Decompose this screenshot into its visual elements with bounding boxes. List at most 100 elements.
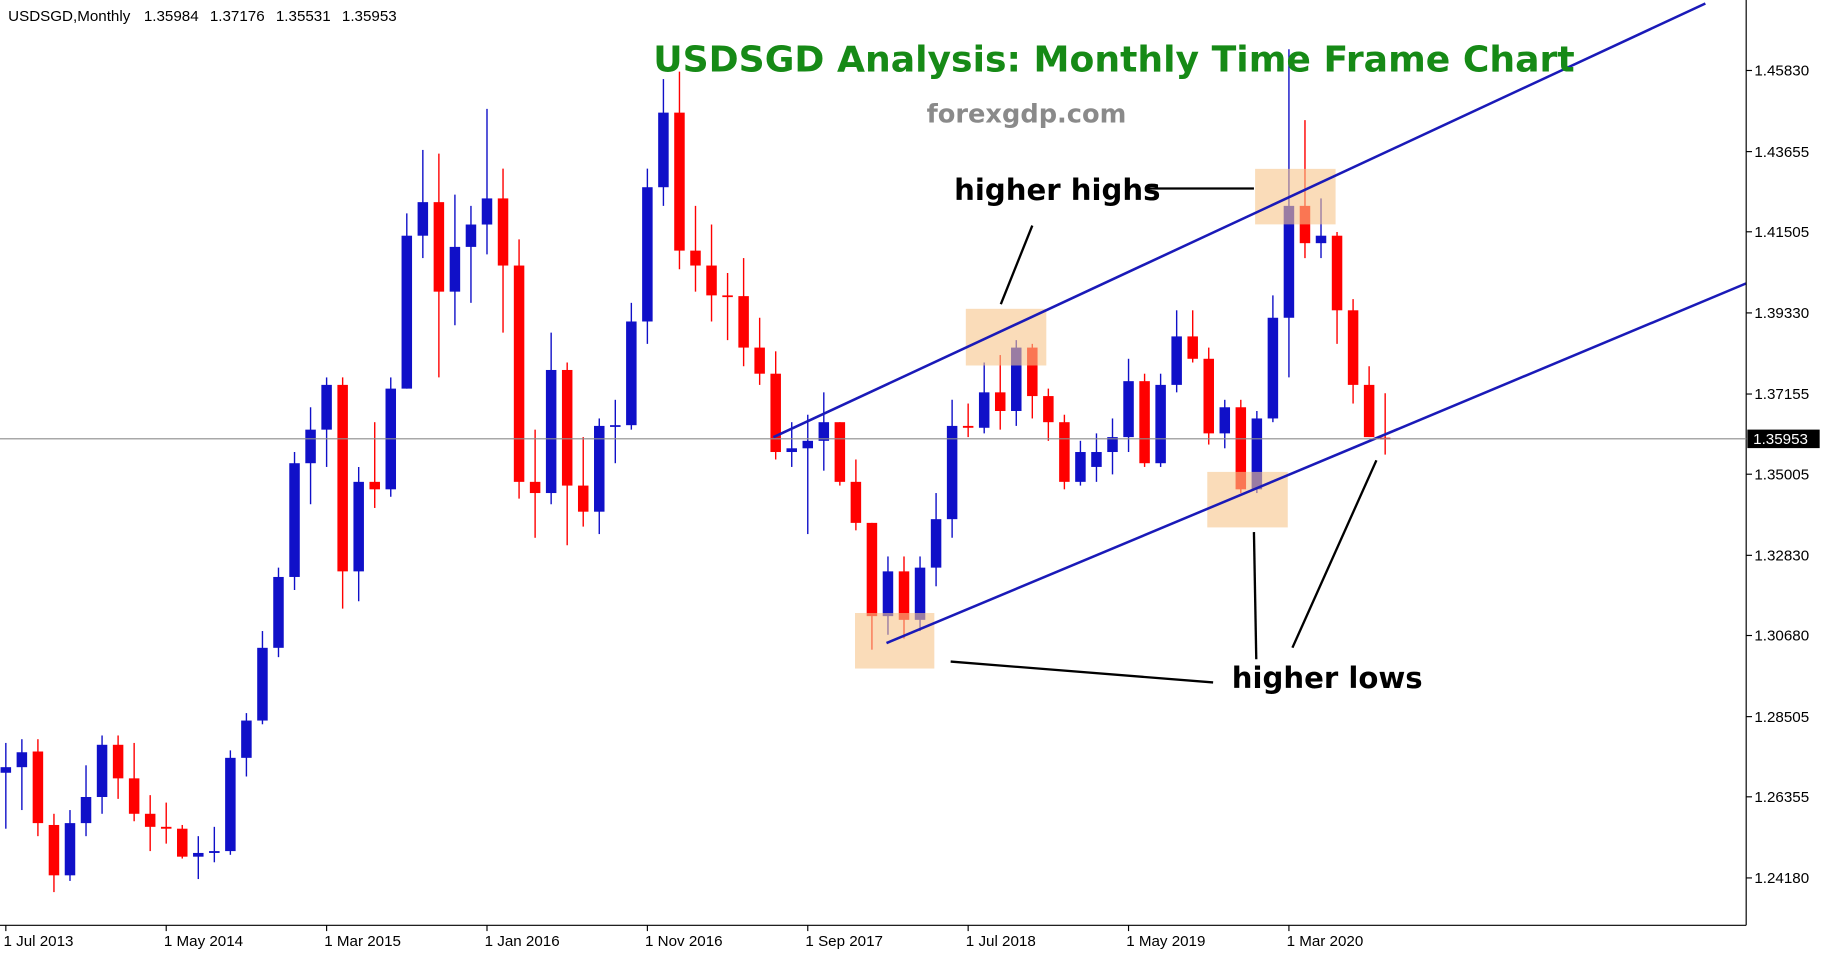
candle-body xyxy=(112,744,124,779)
candle-body xyxy=(241,720,252,758)
candle-body xyxy=(561,369,573,486)
candle-body xyxy=(417,202,429,236)
symbol: USDSGD,Monthly xyxy=(8,8,131,25)
candle-body xyxy=(1203,358,1214,434)
candle-body xyxy=(1139,381,1150,464)
candle-body xyxy=(1235,407,1247,490)
candle-body xyxy=(770,373,781,453)
annotation: higher highs xyxy=(954,173,1160,207)
highlight-box xyxy=(965,308,1047,366)
candle-body xyxy=(1283,205,1295,318)
candle-body xyxy=(465,224,477,247)
candle-body xyxy=(545,369,557,494)
highlight-box xyxy=(1255,168,1336,225)
candle-body xyxy=(1347,310,1359,385)
candle-body xyxy=(898,571,910,620)
candle-body xyxy=(658,112,669,188)
candle-body xyxy=(994,392,1006,411)
candle-body xyxy=(626,321,637,426)
y-tick-label: 1.41505 xyxy=(1754,224,1809,241)
candle-body xyxy=(722,295,733,298)
candle-body xyxy=(48,824,60,876)
candle-body xyxy=(481,198,493,225)
header-open: 1.35984 xyxy=(144,8,199,25)
candle-body xyxy=(1123,381,1134,438)
candle-body xyxy=(160,826,172,829)
candle-body xyxy=(449,246,461,292)
y-tick-label: 1.45830 xyxy=(1754,63,1809,80)
candle-body xyxy=(1187,336,1198,359)
candle-body xyxy=(594,425,605,512)
candle-body xyxy=(1251,418,1263,490)
candle-body xyxy=(850,481,862,523)
candle-body xyxy=(754,347,765,374)
candle-body xyxy=(80,797,92,824)
candle-body xyxy=(433,202,445,292)
header-low: 1.35531 xyxy=(276,8,331,25)
candle-body xyxy=(177,828,188,857)
candle-body xyxy=(882,571,894,617)
candle-body xyxy=(834,422,846,482)
candle-body xyxy=(642,187,653,322)
candle-body xyxy=(1267,317,1279,419)
x-tick-label: 1 May 2019 xyxy=(1126,933,1205,950)
y-tick-label: 1.30680 xyxy=(1754,628,1809,645)
candle-body xyxy=(1075,452,1086,482)
candle-body xyxy=(1219,407,1231,434)
x-tick-label: 1 Jan 2016 xyxy=(485,933,560,950)
header-close: 1.35953 xyxy=(342,8,397,25)
pointer xyxy=(950,660,1214,684)
y-tick-label: 1.35005 xyxy=(1754,466,1809,483)
trend-line xyxy=(772,2,1706,439)
x-tick-label: 1 Sep 2017 xyxy=(805,933,883,950)
chart-subtitle: forexgdp.com xyxy=(927,100,1127,130)
candle-body xyxy=(1155,384,1166,464)
x-tick-label: 1 May 2014 xyxy=(164,933,243,950)
candle-body xyxy=(1043,396,1054,423)
candle-body xyxy=(1011,347,1022,411)
candle-body xyxy=(610,425,621,427)
candle-body xyxy=(1027,347,1038,397)
candle-body xyxy=(818,422,830,441)
candle-body xyxy=(529,481,541,494)
y-tick-label: 1.39330 xyxy=(1754,305,1809,322)
pointer xyxy=(1252,532,1258,660)
candle-body xyxy=(513,265,525,482)
candle-body xyxy=(353,481,364,572)
candle-body xyxy=(401,235,413,389)
candle-body xyxy=(1091,452,1102,467)
plot xyxy=(0,49,1391,893)
candle-body xyxy=(96,744,108,798)
x-tick-label: 1 Jul 2013 xyxy=(3,933,73,950)
header-high: 1.37176 xyxy=(210,8,265,25)
pointer xyxy=(1291,459,1378,649)
trend-line xyxy=(886,282,1747,645)
candle-body xyxy=(914,567,926,620)
candle-body xyxy=(209,851,220,853)
candle-body xyxy=(273,576,284,648)
candle-body xyxy=(337,384,348,572)
y-tick-label: 1.26355 xyxy=(1754,789,1809,806)
candle-body xyxy=(802,440,814,449)
x-tick-label: 1 Nov 2016 xyxy=(645,933,723,950)
candle-body xyxy=(64,823,76,876)
candle-body xyxy=(497,198,509,266)
candle-body xyxy=(1059,422,1070,482)
candle-body xyxy=(1171,336,1182,385)
candle-body xyxy=(289,463,300,577)
candle-body xyxy=(32,751,44,824)
candle-body xyxy=(738,296,749,348)
x-tick-label: 1 Mar 2015 xyxy=(324,933,401,950)
current-price-box xyxy=(1747,429,1820,449)
candle-body xyxy=(257,647,268,721)
candle-body xyxy=(144,813,156,827)
x-tick-label: 1 Mar 2020 xyxy=(1287,933,1364,950)
candle-body xyxy=(978,392,990,428)
candle-body xyxy=(128,778,140,814)
candle-body xyxy=(1315,235,1327,244)
chart-header: USDSGD,Monthly 1.35984 1.37176 1.35531 1… xyxy=(8,8,397,25)
candle-body xyxy=(321,384,332,430)
